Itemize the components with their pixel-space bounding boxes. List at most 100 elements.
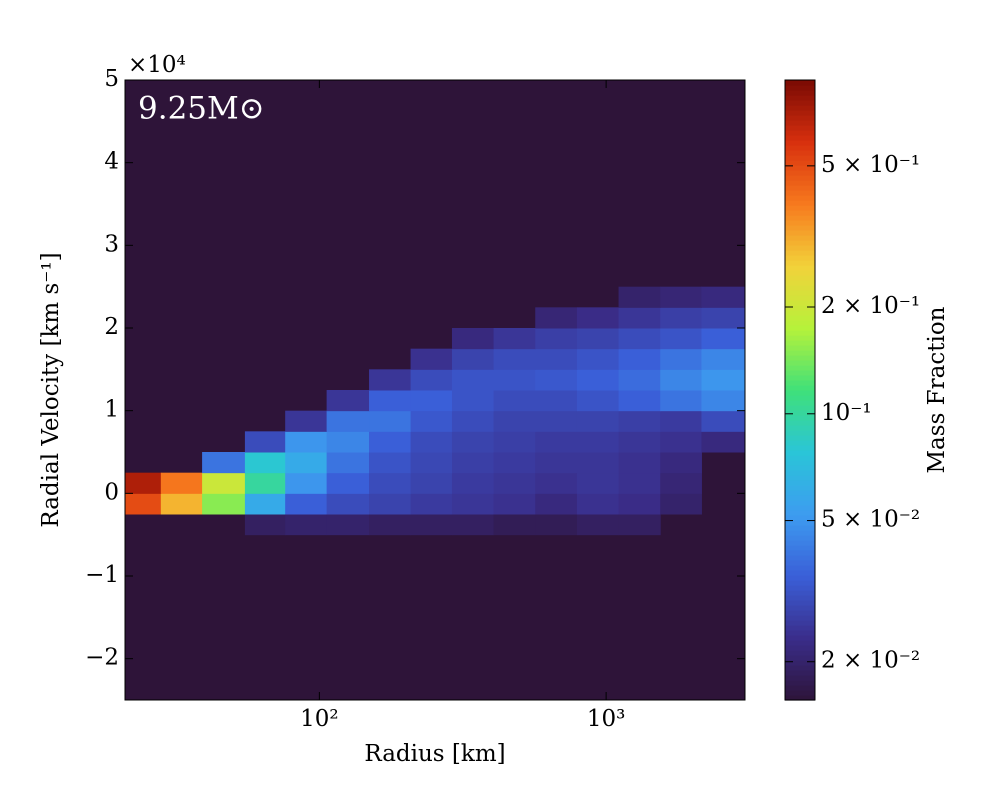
colorbar-segment — [785, 595, 815, 601]
colorbar-segment — [785, 160, 815, 166]
heatmap-cell — [660, 369, 702, 391]
colorbar-segment — [785, 645, 815, 651]
heatmap-cell — [451, 410, 495, 432]
colorbar-segment — [785, 655, 815, 661]
heatmap-cell — [451, 369, 495, 391]
colorbar-segment — [785, 565, 815, 571]
colorbar-tick-label: 5 × 10⁻¹ — [821, 152, 920, 178]
colorbar-segment — [785, 175, 815, 181]
annotation: 9.25M⊙ — [138, 91, 265, 127]
colorbar-segment — [785, 620, 815, 626]
colorbar-segment — [785, 95, 815, 101]
colorbar-segment — [785, 435, 815, 441]
heatmap-cell — [535, 348, 578, 370]
colorbar-segment — [785, 425, 815, 431]
heatmap-cell — [576, 431, 620, 453]
colorbar-segment — [785, 145, 815, 151]
colorbar-segment — [785, 380, 815, 386]
y-offset-label: ×10⁴ — [128, 52, 186, 78]
colorbar-segment — [785, 165, 815, 171]
colorbar-segment — [785, 660, 815, 666]
colorbar-segment — [785, 530, 815, 536]
heatmap-cell — [493, 410, 536, 432]
colorbar-segment — [785, 335, 815, 341]
heatmap-cell — [618, 286, 661, 308]
colorbar-segment — [785, 535, 815, 541]
colorbar-segment — [785, 580, 815, 586]
heatmap-cell — [701, 286, 746, 308]
colorbar-segment — [785, 515, 815, 521]
heatmap-cell — [660, 431, 702, 453]
heatmap-cell — [410, 369, 453, 391]
plot-frame — [124, 79, 746, 701]
heatmap-cell — [576, 390, 620, 412]
colorbar-segment — [785, 415, 815, 421]
colorbar-segment — [785, 525, 815, 531]
colorbar-segment — [785, 140, 815, 146]
colorbar-tick-label: 2 × 10⁻² — [821, 648, 920, 674]
heatmap-cell — [618, 390, 661, 412]
heatmap-cell — [244, 472, 286, 494]
heatmap-cell — [660, 493, 702, 515]
y-tick-label: 2 — [104, 314, 119, 340]
heatmap-cell — [369, 369, 412, 391]
heatmap-cell — [660, 348, 702, 370]
heatmap-cell — [576, 410, 620, 432]
heatmap-cell — [535, 410, 578, 432]
x-axis-label: Radius [km] — [364, 741, 505, 767]
colorbar-segment — [785, 220, 815, 226]
heatmap-cell — [576, 493, 620, 515]
colorbar-segment — [785, 185, 815, 191]
heatmap-cell — [618, 514, 661, 536]
colorbar-segment — [785, 210, 815, 216]
y-tick-label: −2 — [85, 645, 119, 671]
colorbar-segment — [785, 520, 815, 526]
colorbar-segment — [785, 275, 815, 281]
colorbar-segment — [785, 495, 815, 501]
colorbar-segment — [785, 250, 815, 256]
colorbar-segment — [785, 155, 815, 161]
heatmap-cell — [701, 348, 746, 370]
heatmap-cell — [451, 493, 495, 515]
heatmap-cell — [125, 493, 162, 515]
heatmap-cell — [535, 493, 578, 515]
colorbar-segment — [785, 260, 815, 266]
colorbar-segment — [785, 650, 815, 656]
heatmap-cell — [160, 472, 203, 494]
heatmap-cell — [202, 452, 246, 474]
heatmap-cell — [369, 493, 412, 515]
heatmap-cell — [576, 328, 620, 350]
heatmap-cell — [202, 472, 246, 494]
heatmap-cell — [535, 452, 578, 474]
colorbar-segment — [785, 510, 815, 516]
heatmap-cell — [618, 472, 661, 494]
heatmap-cell — [493, 472, 536, 494]
colorbar-segment — [785, 550, 815, 556]
heatmap-cell — [576, 452, 620, 474]
colorbar-segment — [785, 585, 815, 591]
colorbar-segment — [785, 345, 815, 351]
colorbar-segment — [785, 320, 815, 326]
colorbar-segment — [785, 600, 815, 606]
colorbar-segment — [785, 470, 815, 476]
heatmap-cell — [618, 452, 661, 474]
heatmap-cell — [535, 390, 578, 412]
colorbar-segment — [785, 590, 815, 596]
colorbar-segment — [785, 285, 815, 291]
colorbar-segment — [785, 450, 815, 456]
colorbar-segment — [785, 610, 815, 616]
colorbar-segment — [785, 695, 815, 701]
heatmap-cell — [535, 307, 578, 329]
heatmap-cell — [701, 410, 746, 432]
heatmap-cell — [618, 410, 661, 432]
heatmap-cell — [369, 452, 412, 474]
heatmap-cell — [660, 472, 702, 494]
colorbar-segment — [785, 460, 815, 466]
heatmap-cell — [244, 493, 286, 515]
heatmap-cell — [618, 431, 661, 453]
heatmap-cell — [493, 431, 536, 453]
heatmap-cell — [244, 431, 286, 453]
heatmap-cell — [535, 369, 578, 391]
colorbar-segment — [785, 110, 815, 116]
colorbar-segment — [785, 400, 815, 406]
